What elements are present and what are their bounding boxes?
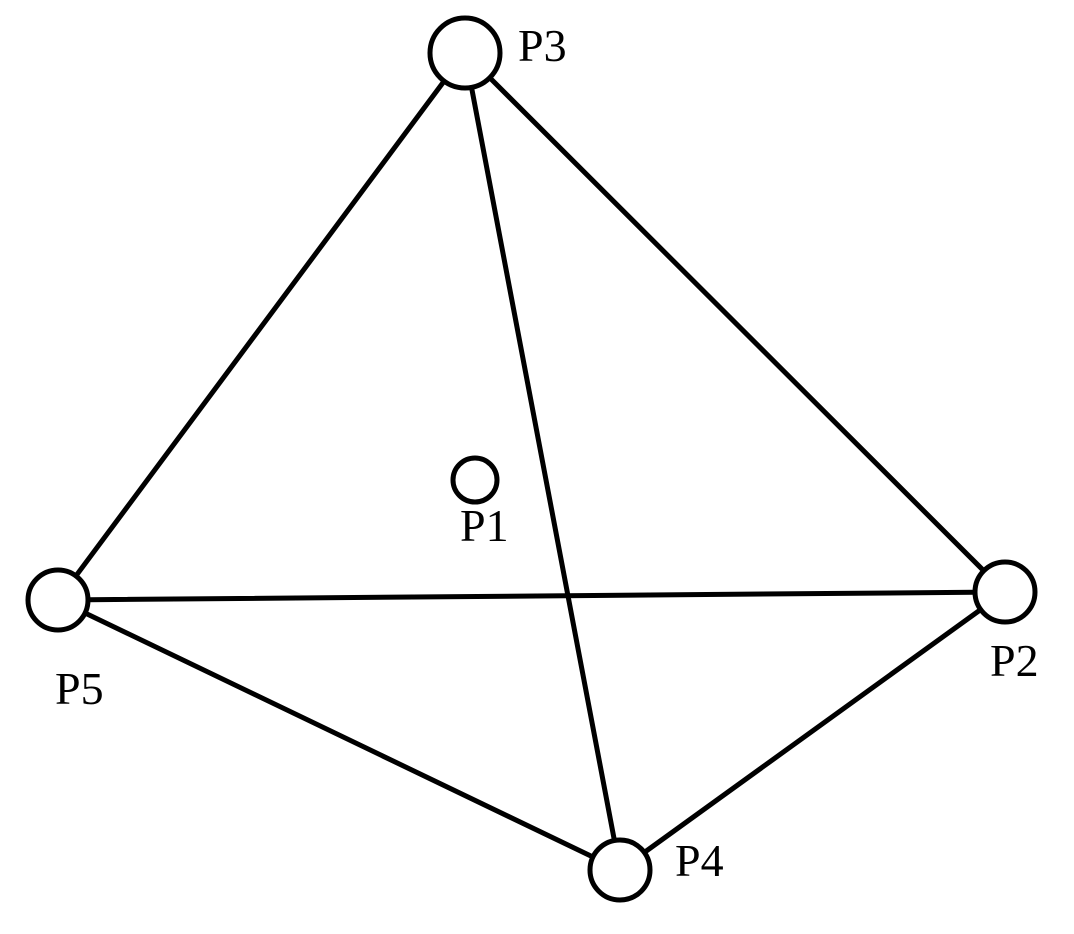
node-P5: [28, 570, 88, 630]
edge-P3-P5: [76, 81, 444, 576]
node-P1: [453, 458, 497, 502]
node-P2: [975, 562, 1035, 622]
node-label-P1: P1: [460, 499, 509, 552]
edge-P2-P5: [88, 592, 975, 599]
node-label-P2: P2: [990, 634, 1039, 687]
node-P4: [590, 840, 650, 900]
diagram-svg: [0, 0, 1074, 929]
edge-P5-P4: [85, 613, 593, 857]
edge-P3-P2: [490, 78, 984, 571]
node-label-P3: P3: [518, 19, 567, 72]
node-P3: [430, 18, 500, 88]
node-label-P4: P4: [675, 834, 724, 887]
edge-P2-P4: [644, 610, 980, 853]
network-diagram: P1 P2 P3 P4 P5: [0, 0, 1074, 929]
node-label-P5: P5: [55, 662, 104, 715]
